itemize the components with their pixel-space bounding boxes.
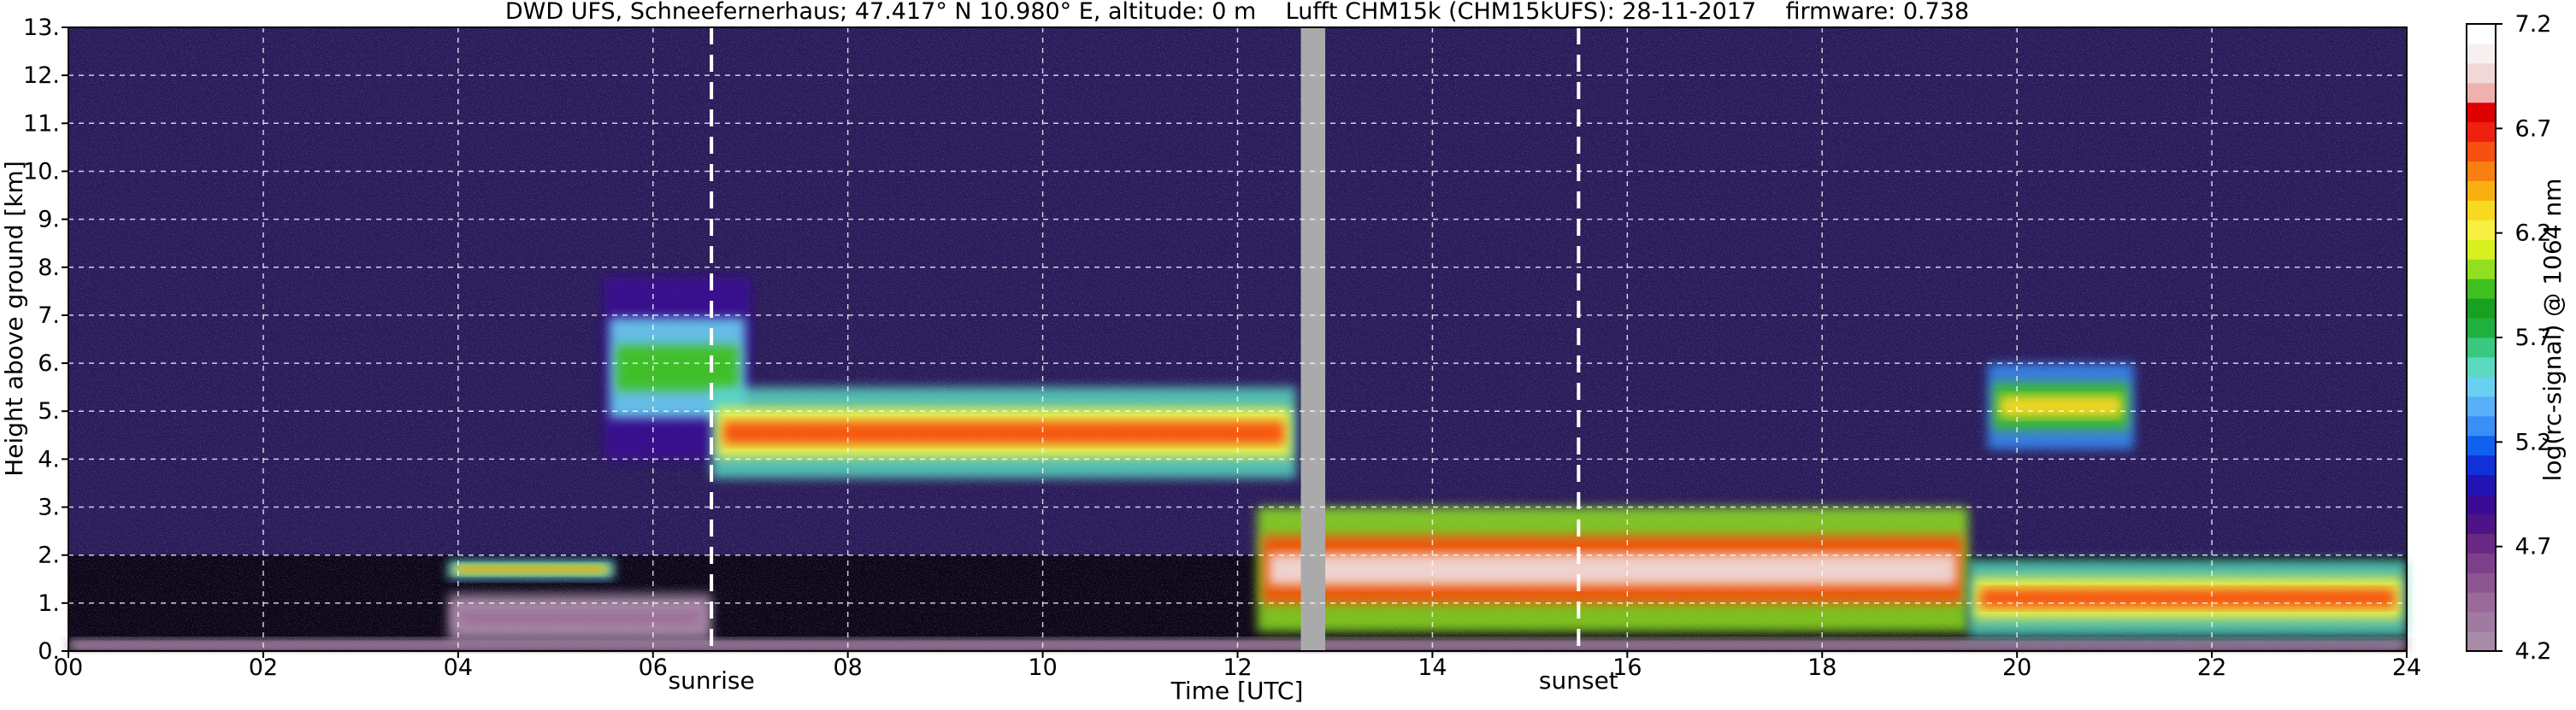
colorbar-segment xyxy=(2467,141,2496,162)
x-tick-label: 00 xyxy=(54,654,83,681)
colorbar-segment xyxy=(2467,455,2496,476)
y-tick-label: 11. xyxy=(23,110,60,137)
x-axis-label: Time [UTC] xyxy=(1170,677,1304,705)
colorbar-segment xyxy=(2467,200,2496,220)
x-tick-label: 22 xyxy=(2197,654,2226,681)
y-tick-label: 6. xyxy=(38,350,60,377)
y-tick-label: 13. xyxy=(23,15,60,41)
colorbar-tick-label: 6.2 xyxy=(2515,220,2552,247)
grid xyxy=(68,26,2408,652)
backscatter-cloud-layer xyxy=(448,560,615,579)
feature-core xyxy=(460,566,603,572)
y-tick-label: 1. xyxy=(38,590,60,617)
axes: sunrise sunset 00 02 04 06 08 10 12 14 16 18 20 22 24 0… xyxy=(23,15,2421,695)
feature-core xyxy=(1980,589,2395,608)
y-tick-label: 3. xyxy=(38,495,60,521)
colorbar-tick-label: 4.7 xyxy=(2515,534,2552,560)
x-tick-label: 18 xyxy=(1807,654,1836,681)
colorbar-segment xyxy=(2467,279,2496,299)
colorbar-segment xyxy=(2467,121,2496,143)
colorbar-segment xyxy=(2467,82,2496,103)
data-gap xyxy=(1300,27,1326,651)
colorbar-segment xyxy=(2467,180,2496,201)
y-tick-label: 10. xyxy=(23,158,60,185)
colorbar-tick-label: 5.7 xyxy=(2515,325,2552,351)
backscatter-aerosol-plume xyxy=(711,387,1296,478)
feature-core xyxy=(1269,554,1957,585)
feature-core xyxy=(616,345,739,391)
colorbar-tick-label: 6.7 xyxy=(2515,115,2552,142)
colorbar-segment xyxy=(2467,396,2496,417)
chart-title: DWD UFS, Schneefernerhaus; 47.417° N 10.… xyxy=(505,0,1969,25)
x-tick-label: 12 xyxy=(1223,654,1252,681)
y-tick-label: 8. xyxy=(38,255,60,281)
colorbar: 4.2 4.7 5.2 5.7 6.2 6.7 7.2 xyxy=(2466,11,2552,665)
colorbar-segment xyxy=(2467,220,2496,240)
colorbar-segment xyxy=(2467,592,2496,613)
colorbar-label: log(rc-signal) @ 1064 nm xyxy=(2538,179,2567,482)
colorbar-segment xyxy=(2467,337,2496,358)
colorbar-tick-label: 5.2 xyxy=(2515,429,2552,455)
y-tick-label: 9. xyxy=(38,207,60,233)
colorbar-segment xyxy=(2467,513,2496,534)
colorbar-segment xyxy=(2467,376,2496,397)
y-tick-label: 4. xyxy=(38,446,60,472)
colorbar-segment xyxy=(2467,533,2496,554)
colorbar-segment xyxy=(2467,298,2496,319)
x-tick-label: 20 xyxy=(2002,654,2031,681)
colorbar-segment xyxy=(2467,259,2496,279)
colorbar-tick-label: 7.2 xyxy=(2515,11,2552,38)
feature-core xyxy=(723,421,1284,444)
x-tick-label: 14 xyxy=(1418,654,1447,681)
colorbar-segment xyxy=(2467,318,2496,338)
y-tick-label: 5. xyxy=(38,398,60,425)
colorbar-segment xyxy=(2467,415,2496,437)
backscatter-residual-layer xyxy=(448,593,712,642)
plot-area xyxy=(68,26,2408,652)
colorbar-segment xyxy=(2467,474,2496,495)
y-tick-label: 2. xyxy=(38,543,60,569)
backscatter-low-cloud xyxy=(1257,507,1969,632)
x-tick-label: 24 xyxy=(2392,654,2421,681)
colorbar-segment xyxy=(2467,102,2496,123)
colorbar-segment xyxy=(2467,553,2496,573)
colorbar-segment xyxy=(2467,239,2496,260)
colorbar-segment xyxy=(2467,356,2496,378)
colorbar-segment xyxy=(2467,62,2496,84)
x-tick-label: 10 xyxy=(1028,654,1057,681)
sunset-label: sunset xyxy=(1539,666,1618,695)
colorbar-segment xyxy=(2467,494,2496,514)
colorbar-segment xyxy=(2467,631,2496,652)
colorbar-segment xyxy=(2467,572,2496,593)
y-tick-label: 7. xyxy=(38,302,60,329)
colorbar-segment xyxy=(2467,435,2496,456)
y-axis-label: Height above ground [km] xyxy=(0,161,28,477)
x-tick-label: 04 xyxy=(444,654,473,681)
backscatter-cloud-layer xyxy=(1968,560,2407,637)
y-tick-label: 12. xyxy=(23,62,60,89)
colorbar-segment xyxy=(2467,612,2496,632)
feature-core xyxy=(1999,395,2122,418)
sunrise-label: sunrise xyxy=(669,666,755,695)
colorbar-segment xyxy=(2467,43,2496,64)
x-tick-label: 16 xyxy=(1612,654,1642,681)
colorbar-segment xyxy=(2467,161,2496,181)
colorbar-tick-label: 4.2 xyxy=(2515,638,2552,665)
x-tick-label: 06 xyxy=(639,654,668,681)
x-tick-label: 02 xyxy=(249,654,278,681)
x-tick-label: 08 xyxy=(833,654,862,681)
backscatter-cloud-patch xyxy=(1987,363,2134,450)
colorbar-segment xyxy=(2467,24,2496,44)
y-tick-label: 0. xyxy=(38,638,60,665)
feature-core xyxy=(460,611,700,624)
